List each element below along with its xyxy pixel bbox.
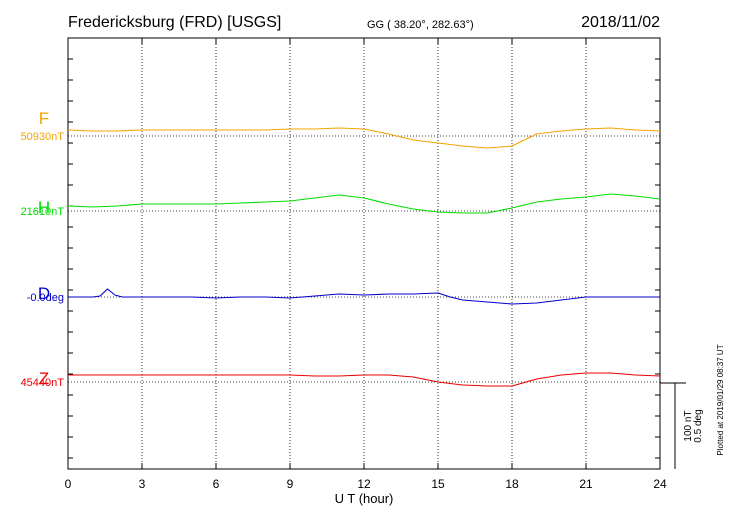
chart-date: 2018/11/02 <box>581 14 660 31</box>
x-tick-label-15: 15 <box>431 477 445 491</box>
series-name-h: H <box>38 198 50 217</box>
series-baseline-label-f: 50930nT <box>21 131 65 143</box>
series-layer <box>67 127 661 387</box>
series-name-d: D <box>38 284 50 303</box>
series-line-d <box>68 288 660 305</box>
tick-layer: 0 3 6 9 12 15 18 21 24 <box>65 38 667 491</box>
series-baseline-label-h: 21610nT <box>21 206 65 218</box>
x-tick-label-21: 21 <box>579 477 593 491</box>
x-tick-label-3: 3 <box>139 477 146 491</box>
plotted-at-note: Plotted at 2019/01/29 08:37 UT <box>716 344 725 455</box>
chart-title: Fredericksburg (FRD) [USGS] <box>68 14 281 31</box>
x-tick-label-6: 6 <box>213 477 220 491</box>
scale-bar-deg-label: 0.5 deg <box>693 409 704 442</box>
x-tick-label-0: 0 <box>65 477 72 491</box>
x-axis-label: U T (hour) <box>335 491 394 506</box>
grid-layer <box>68 38 660 469</box>
x-tick-label-24: 24 <box>653 477 667 491</box>
series-name-z: Z <box>39 369 49 388</box>
series-line-f <box>67 127 661 149</box>
series-line-h <box>67 193 661 214</box>
chart-subtitle: GG ( 38.20°, 282.63°) <box>367 19 474 31</box>
series-line-z <box>68 372 661 387</box>
series-baseline-label-z: 45440nT <box>21 377 65 389</box>
series-name-f: F <box>39 109 49 128</box>
scale-bar-nt-label: 100 nT <box>683 410 694 441</box>
series-baseline-label-d: -0.0deg <box>27 292 64 304</box>
x-tick-label-9: 9 <box>287 477 294 491</box>
x-tick-label-18: 18 <box>505 477 519 491</box>
x-tick-label-12: 12 <box>357 477 371 491</box>
scale-bar: 100 nT 0.5 deg <box>660 382 704 469</box>
